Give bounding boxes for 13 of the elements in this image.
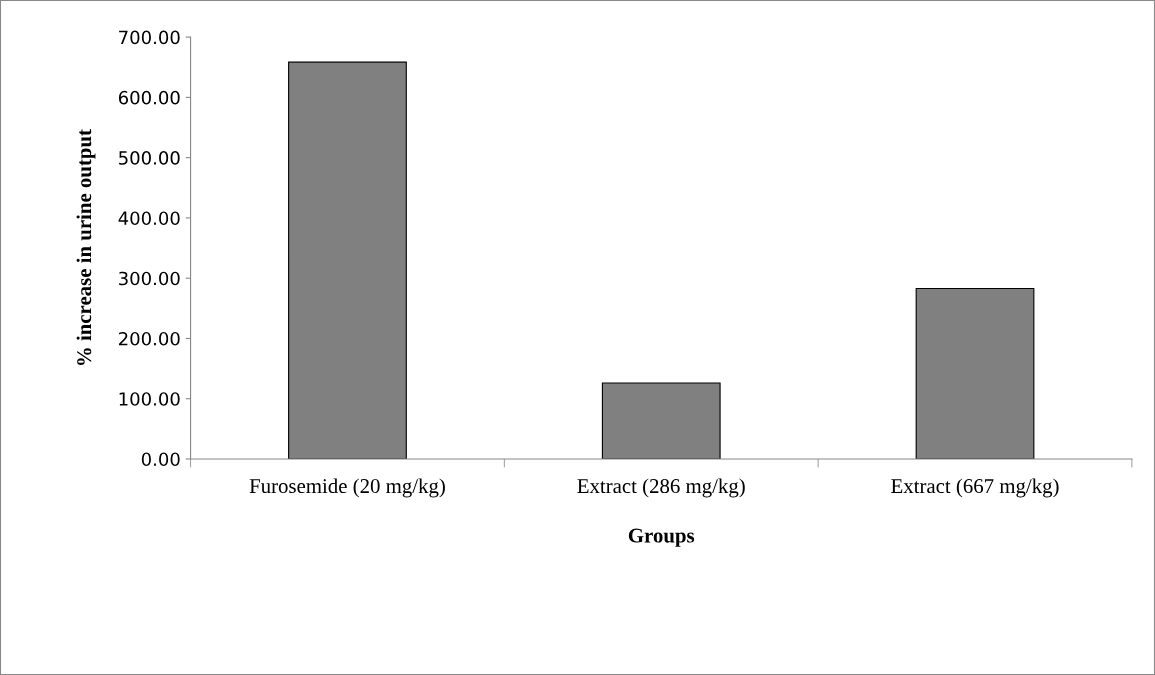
y-axis-title: % increase in urine output xyxy=(76,129,96,365)
y-tick-label: 100.00 xyxy=(119,392,180,406)
y-tick-label: 300.00 xyxy=(119,271,180,286)
x-tick-label: Furosemide (20 mg/kg) xyxy=(249,478,445,498)
x-tick-label: Extract (286 mg/kg) xyxy=(577,478,745,498)
x-tick-label: Extract (667 mg/kg) xyxy=(891,478,1059,498)
y-tick-label: 200.00 xyxy=(119,331,180,346)
y-tick-label: 400.00 xyxy=(118,211,180,226)
y-tick-label: 600.00 xyxy=(118,90,180,105)
y-tick-label: 700.00 xyxy=(119,30,180,45)
y-tick-label: 500.00 xyxy=(119,151,180,165)
y-tick-label: 0.00 xyxy=(141,452,180,467)
x-axis-title: Groups xyxy=(628,528,695,547)
